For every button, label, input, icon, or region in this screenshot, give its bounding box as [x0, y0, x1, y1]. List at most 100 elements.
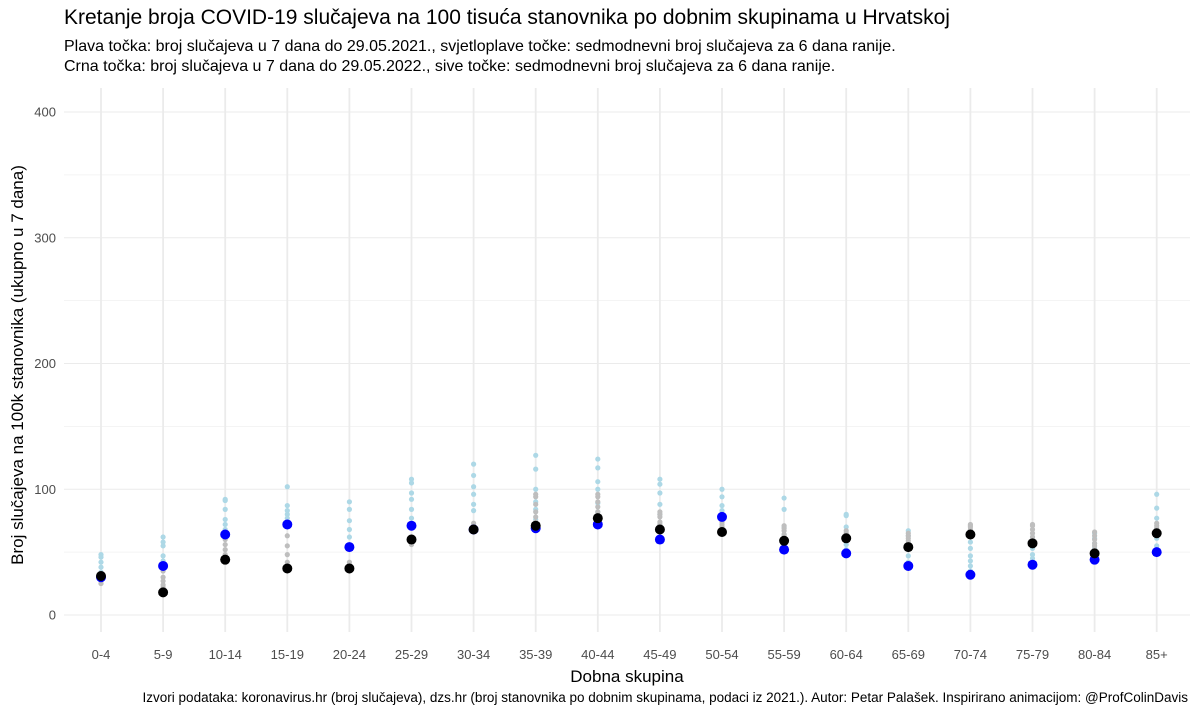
earlier_2022-point — [1029, 526, 1036, 533]
current-2022-point — [654, 524, 665, 535]
current-2022-point — [282, 563, 293, 574]
current-2021-point — [1027, 559, 1038, 570]
earlier_2021-point — [471, 491, 477, 497]
current-2022-point — [96, 571, 106, 582]
current-2021-point — [841, 548, 852, 559]
earlier_2021-point — [1154, 515, 1160, 521]
earlier_2021-point — [160, 543, 166, 549]
earlier_2021-point — [533, 466, 539, 472]
x-tick-label: 30-34 — [457, 647, 490, 662]
y-tick-label: 0 — [49, 608, 56, 623]
earlier_2021-point — [284, 484, 290, 490]
earlier_2022-point — [595, 499, 601, 505]
earlier_2021-point — [471, 461, 477, 467]
earlier_2021-point — [471, 484, 477, 490]
earlier_2022-point — [1029, 534, 1036, 540]
earlier_2022-point — [1092, 543, 1098, 549]
earlier_2021-point — [595, 479, 601, 485]
current-2022-point — [530, 520, 541, 531]
earlier_2021-point — [967, 563, 974, 569]
earlier_2021-point — [719, 502, 725, 509]
earlier_2021-point — [657, 481, 663, 487]
current-2021-point — [654, 534, 665, 545]
earlier_2022-point — [1092, 529, 1098, 535]
earlier_2021-point — [98, 564, 104, 570]
earlier_2022-point — [595, 504, 601, 510]
earlier_2022-point — [533, 509, 539, 515]
current-2021-point — [903, 560, 914, 571]
earlier_2022-point — [657, 514, 663, 520]
earlier_2021-point — [1029, 555, 1036, 562]
x-tick-label: 85+ — [1146, 647, 1168, 662]
x-tick-label: 45-49 — [643, 647, 676, 662]
chart-title: Kretanje broja COVID-19 slučajeva na 100… — [64, 6, 950, 29]
earlier_2021-point — [284, 508, 290, 514]
earlier_2021-point — [843, 513, 849, 519]
earlier_2021-point — [967, 539, 974, 545]
earlier_2021-point — [967, 558, 974, 564]
earlier_2022-point — [533, 514, 539, 520]
data-points — [96, 452, 1162, 598]
earlier_2021-point — [284, 515, 290, 521]
current-2022-point — [1089, 548, 1100, 559]
earlier_2021-point — [1154, 505, 1160, 511]
y-tick-label: 300 — [34, 230, 56, 245]
earlier_2022-point — [781, 528, 787, 534]
earlier_2021-point — [1029, 552, 1036, 558]
x-tick-label: 15-19 — [271, 647, 304, 662]
earlier_2022-point — [1029, 530, 1036, 536]
earlier_2021-point — [471, 508, 477, 514]
earlier_2021-point — [346, 499, 352, 505]
earlier_2021-point — [222, 497, 228, 504]
earlier_2021-point — [222, 506, 228, 512]
current-2022-point — [220, 554, 231, 565]
earlier_2021-point — [595, 486, 601, 492]
earlier_2021-point — [222, 521, 228, 528]
x-tick-label: 80-84 — [1078, 647, 1111, 662]
earlier_2022-point — [1029, 523, 1036, 529]
earlier_2021-point — [843, 541, 849, 548]
current-2022-point — [468, 524, 479, 535]
x-tick-label: 70-74 — [954, 647, 987, 662]
earlier_2022-point — [1092, 536, 1098, 543]
current-2021-point — [779, 544, 790, 555]
earlier_2021-point — [408, 476, 415, 482]
x-tick-label: 55-59 — [767, 647, 800, 662]
earlier_2022-point — [222, 547, 228, 553]
current-2022-point — [717, 527, 727, 538]
earlier_2022-point — [284, 543, 290, 549]
earlier_2021-point — [346, 526, 352, 533]
current-2022-point — [841, 533, 852, 544]
x-tick-label: 20-24 — [333, 647, 366, 662]
earlier_2022-point — [160, 574, 166, 580]
earlier_2021-point — [595, 465, 601, 471]
current-2021-point — [406, 520, 417, 531]
earlier_2022-point — [284, 552, 290, 558]
x-tick-label: 65-69 — [892, 647, 925, 662]
earlier_2021-point — [160, 539, 166, 545]
current-2022-point — [1151, 528, 1162, 539]
earlier_2022-point — [284, 533, 290, 539]
earlier_2022-point — [160, 578, 166, 584]
earlier_2022-point — [1092, 533, 1098, 539]
current-2021-point — [344, 542, 355, 553]
earlier_2021-point — [346, 506, 352, 512]
current-2022-point — [1027, 538, 1038, 549]
current-2022-point — [158, 587, 169, 598]
y-axis-ticks: 0 100 200 300 400 — [34, 105, 56, 623]
chart-subtitle-line-1: Plava točka: broj slučajeva u 7 dana do … — [64, 38, 896, 55]
earlier_2021-point — [408, 490, 415, 496]
earlier_2021-point — [1154, 543, 1160, 549]
earlier_2021-point — [346, 518, 352, 524]
earlier_2021-point — [905, 553, 911, 559]
earlier_2021-point — [408, 480, 415, 486]
chart-subtitle-line-2: Crna točka: broj slučajeva u 7 dana do 2… — [64, 58, 836, 75]
earlier_2021-point — [781, 506, 787, 512]
earlier_2021-point — [346, 534, 352, 540]
x-tick-label: 5-9 — [154, 647, 173, 662]
earlier_2021-point — [408, 515, 415, 521]
x-tick-label: 25-29 — [395, 647, 428, 662]
x-tick-label: 0-4 — [92, 647, 111, 662]
earlier_2021-point — [471, 501, 477, 507]
